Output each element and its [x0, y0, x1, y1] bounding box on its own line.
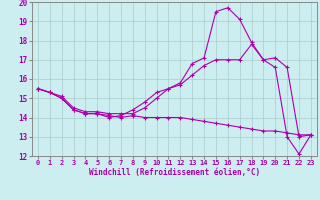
X-axis label: Windchill (Refroidissement éolien,°C): Windchill (Refroidissement éolien,°C) — [89, 168, 260, 177]
